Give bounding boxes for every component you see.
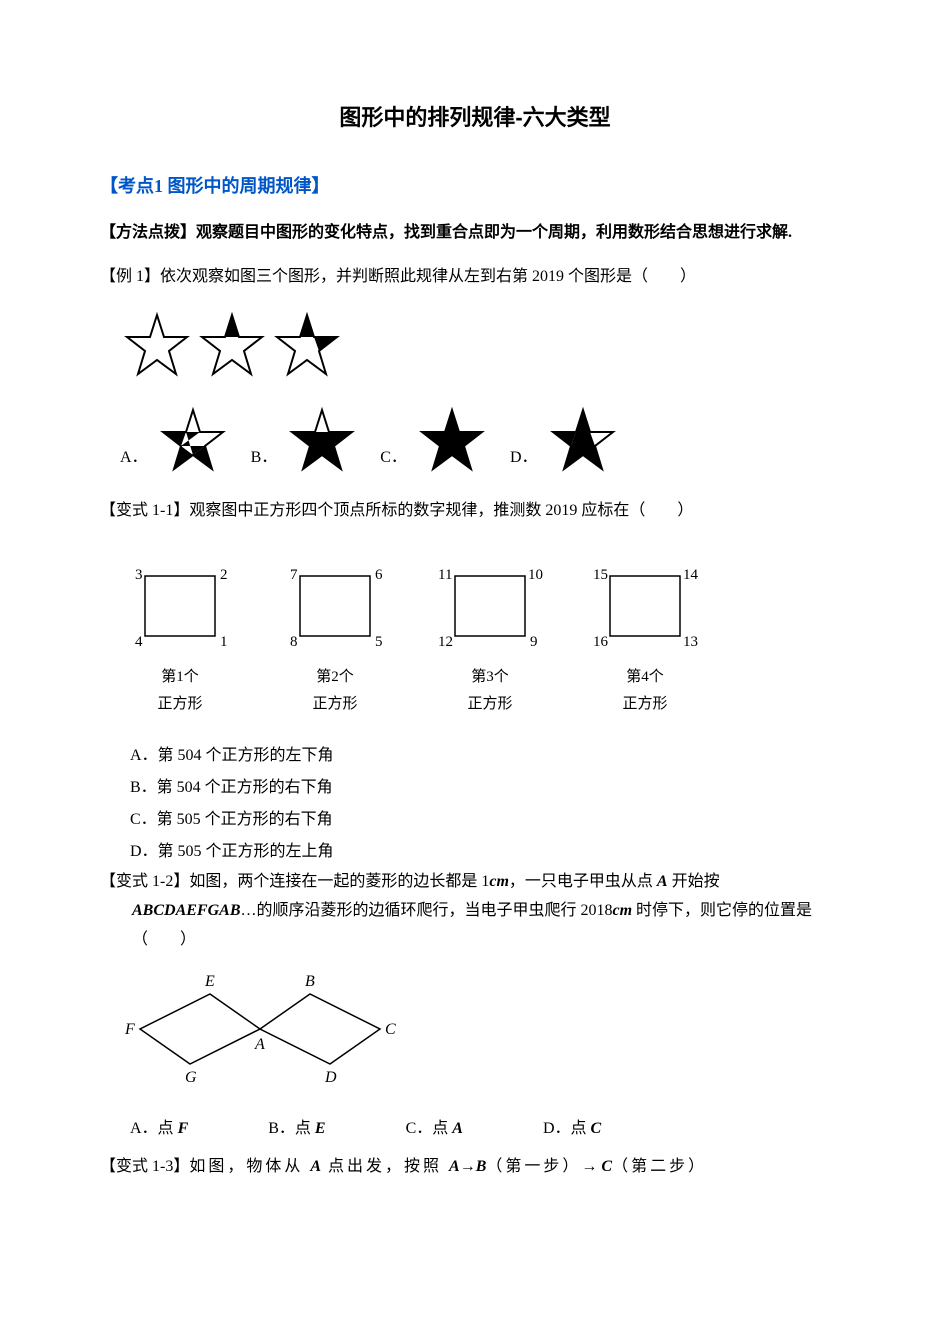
option-c-label: C． [380, 443, 407, 467]
variant1-2-A: A [657, 873, 668, 890]
variant1-3-A: A [310, 1158, 321, 1175]
square-4-label1: 第4个 [585, 667, 705, 688]
option-inline-a: A．点 F [130, 1114, 188, 1138]
svg-text:1: 1 [220, 634, 228, 650]
star-icon-c [415, 402, 490, 477]
squares-figure: 3 2 4 1 第1个 正方形 7 6 8 5 第2个 正方形 11 10 12… [120, 561, 850, 715]
option-d-label: D． [510, 443, 538, 467]
square-2-label1: 第2个 [275, 667, 395, 688]
example1-problem: 【例 1】依次观察如图三个图形，并判断照此规律从左到右第 2019 个图形是（ … [100, 263, 850, 292]
variant1-2-options: A．点 F B．点 E C．点 A D．点 C [130, 1114, 850, 1138]
variant1-2-text3: 开始按 [668, 873, 720, 890]
square-4: 15 14 16 13 第4个 正方形 [585, 561, 705, 715]
svg-text:7: 7 [290, 567, 298, 583]
option-text-a: A．第 504 个正方形的左下角 [130, 740, 850, 772]
svg-text:D: D [324, 1069, 337, 1086]
variant1-2-text1: 如图，两个连接在一起的菱形的边长都是 1 [189, 873, 489, 890]
option-text-b: B．第 504 个正方形的右下角 [130, 772, 850, 804]
svg-text:C: C [385, 1021, 396, 1038]
example1-label: 【例 1】 [100, 268, 160, 285]
variant1-3-text3: （第一步） [486, 1158, 581, 1175]
example1-stars-figure [120, 307, 850, 387]
svg-text:A: A [254, 1036, 265, 1053]
option-b: B． [251, 402, 361, 477]
option-inline-b: B．点 E [268, 1114, 325, 1138]
svg-text:E: E [204, 973, 215, 990]
svg-text:16: 16 [593, 634, 609, 650]
option-b-label: B． [251, 443, 278, 467]
svg-text:3: 3 [135, 567, 143, 583]
variant1-2-text2: ，一只电子甲虫从点 [509, 873, 657, 890]
section-header: 【考点1 图形中的周期规律】 [100, 172, 850, 198]
option-inline-d: D．点 C [543, 1114, 601, 1138]
variant1-2-path: ABCDAEFGAB [132, 902, 240, 919]
svg-text:4: 4 [135, 634, 143, 650]
example1-text: 依次观察如图三个图形，并判断照此规律从左到右第 2019 个图形是（ ） [160, 268, 696, 285]
square-4-label2: 正方形 [585, 694, 705, 715]
method-tip: 【方法点拨】观察题目中图形的变化特点，找到重合点即为一个周期，利用数形结合思想进… [100, 218, 850, 248]
square-3: 11 10 12 9 第3个 正方形 [430, 561, 550, 715]
square-2-label2: 正方形 [275, 694, 395, 715]
svg-text:F: F [124, 1021, 135, 1038]
square-3-label1: 第3个 [430, 667, 550, 688]
star-icon-d [546, 402, 621, 477]
svg-text:11: 11 [438, 567, 452, 583]
rhombus-figure: E B F C A G D [120, 964, 850, 1099]
svg-text:10: 10 [528, 567, 543, 583]
variant1-1-options: A．第 504 个正方形的左下角 B．第 504 个正方形的右下角 C．第 50… [130, 740, 850, 868]
variant1-2-cm2: cm [613, 902, 633, 919]
svg-text:14: 14 [683, 567, 699, 583]
variant1-3-C: → C [581, 1158, 612, 1175]
variant1-2-problem: 【变式 1-2】如图，两个连接在一起的菱形的边长都是 1cm，一只电子甲虫从点 … [100, 868, 850, 954]
svg-text:6: 6 [375, 567, 383, 583]
variant1-3-text2: 点出发，按照 [321, 1158, 449, 1175]
option-text-c: C．第 505 个正方形的右下角 [130, 804, 850, 836]
option-a-label: A． [120, 443, 148, 467]
square-1: 3 2 4 1 第1个 正方形 [120, 561, 240, 715]
variant1-1-text: 观察图中正方形四个顶点所标的数字规律，推测数 2019 应标在（ ） [189, 502, 693, 519]
star-icon-a [156, 402, 231, 477]
square-2: 7 6 8 5 第2个 正方形 [275, 561, 395, 715]
variant1-3-problem: 【变式 1-3】如图，物体从 A 点出发，按照 A→B（第一步）→ C（第二步） [100, 1153, 850, 1182]
option-c: C． [380, 402, 490, 477]
variant1-3-text1: 如图，物体从 [189, 1158, 310, 1175]
variant1-2-label: 【变式 1-2】 [100, 873, 189, 890]
svg-text:5: 5 [375, 634, 383, 650]
variant1-3-label: 【变式 1-3】 [100, 1158, 189, 1175]
square-1-label2: 正方形 [120, 694, 240, 715]
option-text-d: D．第 505 个正方形的左上角 [130, 836, 850, 868]
variant1-3-AB: A→B [449, 1158, 486, 1175]
svg-text:G: G [185, 1069, 197, 1086]
star-icon-b [285, 402, 360, 477]
variant1-1-problem: 【变式 1-1】观察图中正方形四个顶点所标的数字规律，推测数 2019 应标在（… [100, 497, 850, 526]
variant1-3-text4: （第二步） [612, 1158, 707, 1175]
example1-options: A． B． C． [120, 402, 850, 477]
svg-text:9: 9 [530, 634, 538, 650]
svg-text:13: 13 [683, 634, 698, 650]
svg-text:B: B [305, 973, 315, 990]
svg-text:2: 2 [220, 567, 228, 583]
variant1-1-label: 【变式 1-1】 [100, 502, 189, 519]
svg-text:8: 8 [290, 634, 298, 650]
page-title: 图形中的排列规律-六大类型 [100, 100, 850, 132]
variant1-2-text4: …的顺序沿菱形的边循环爬行，当电子甲虫爬行 2018 [240, 902, 612, 919]
option-inline-c: C．点 A [406, 1114, 463, 1138]
option-d: D． [510, 402, 621, 477]
option-a: A． [120, 402, 231, 477]
svg-text:12: 12 [438, 634, 453, 650]
square-3-label2: 正方形 [430, 694, 550, 715]
square-1-label1: 第1个 [120, 667, 240, 688]
svg-text:15: 15 [593, 567, 608, 583]
variant1-2-cm1: cm [489, 873, 509, 890]
